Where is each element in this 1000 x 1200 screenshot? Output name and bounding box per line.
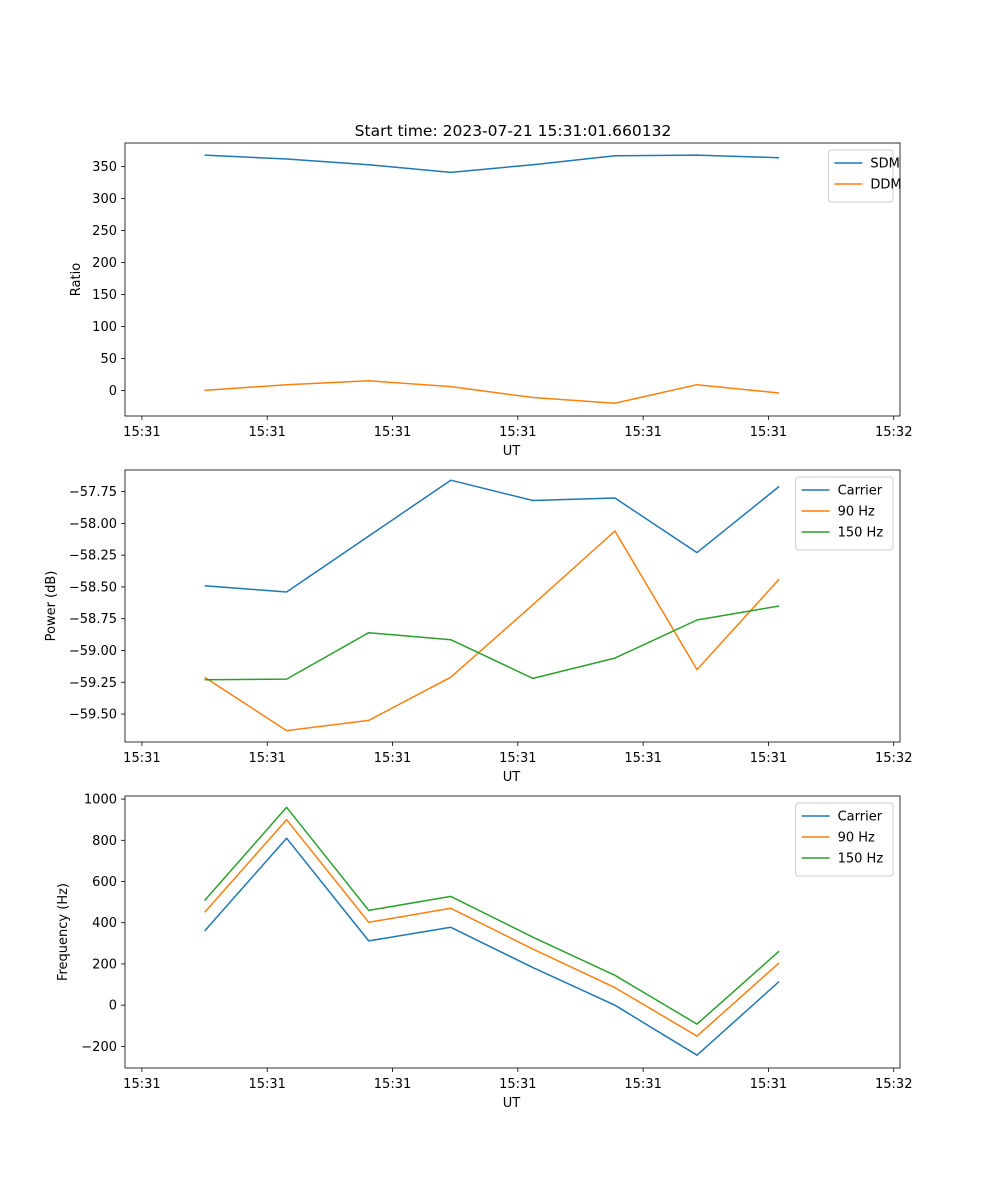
- x-tick-label: 15:31: [123, 751, 160, 766]
- x-tick-label: 15:32: [875, 425, 912, 440]
- x-tick-label: 15:31: [750, 425, 787, 440]
- x-tick-label: 15:31: [248, 425, 285, 440]
- x-tick-label: 15:31: [624, 751, 661, 766]
- x-tick-label: 15:31: [374, 751, 411, 766]
- y-axis-label-power: Power (dB): [44, 571, 59, 642]
- y-tick-label: −200: [81, 1040, 117, 1055]
- legend-label: DDM: [870, 178, 901, 193]
- x-tick-label: 15:31: [499, 425, 536, 440]
- y-tick-label: 600: [92, 875, 117, 890]
- x-axis-label-power: UT: [503, 770, 521, 785]
- y-tick-label: −58.75: [69, 612, 117, 627]
- y-tick-label: 50: [100, 352, 117, 367]
- y-tick-label: 200: [92, 957, 117, 972]
- y-tick-label: −58.00: [69, 517, 117, 532]
- x-tick-label: 15:31: [750, 1077, 787, 1092]
- y-tick-label: 300: [92, 192, 117, 207]
- x-tick-label: 15:32: [875, 751, 912, 766]
- y-tick-label: −59.50: [69, 708, 117, 723]
- y-tick-label: −59.00: [69, 644, 117, 659]
- x-tick-label: 15:32: [875, 1077, 912, 1092]
- x-tick-label: 15:31: [123, 1077, 160, 1092]
- y-tick-label: −58.25: [69, 549, 117, 564]
- plot-frame-frequency: [124, 795, 901, 1069]
- chart-panel-frequency: 15:31 15:31 15:31 15:31 15:31 15:31 15:32 −200 0…: [56, 793, 912, 1111]
- x-tick-label: 15:31: [624, 1077, 661, 1092]
- figure-title: Start time: 2023-07-21 15:31:01.660132: [355, 122, 672, 140]
- y-tick-label: 200: [92, 256, 117, 271]
- chart-panel-ratio: 15:31 15:31 15:31 15:31 15:31 15:31 15:32 0 50 10…: [69, 142, 912, 459]
- x-axis-label-frequency: UT: [503, 1096, 521, 1111]
- legend-label: Carrier: [838, 484, 883, 499]
- x-tick-label: 15:31: [499, 751, 536, 766]
- y-tick-label: −59.25: [69, 676, 117, 691]
- y-tick-label: −57.75: [69, 485, 117, 500]
- legend-power: Carrier 90 Hz 150 Hz: [795, 476, 894, 551]
- plot-frame-power: [124, 469, 901, 743]
- plot-frame-ratio: [124, 142, 901, 417]
- x-tick-label: 15:31: [750, 751, 787, 766]
- legend-label: 150 Hz: [838, 526, 884, 541]
- series-line-power-carrier: [204, 479, 780, 593]
- panels: 15:31 15:31 15:31 15:31 15:31 15:31 15:32 0 50 10…: [44, 142, 912, 1111]
- series-line-frequency-90-hz: [204, 818, 780, 1037]
- y-tick-label: 1000: [84, 793, 117, 808]
- legend-frequency: Carrier 90 Hz 150 Hz: [795, 802, 894, 877]
- x-axis-label-ratio: UT: [503, 444, 521, 459]
- x-tick-label: 15:31: [499, 1077, 536, 1092]
- x-tick-label: 15:31: [248, 751, 285, 766]
- y-tick-label: 800: [92, 834, 117, 849]
- y-tick-label: 350: [92, 160, 117, 175]
- x-tick-label: 15:31: [374, 425, 411, 440]
- legend-label: SDM: [870, 157, 899, 172]
- x-tick-label: 15:31: [123, 425, 160, 440]
- series-line-power-90-hz: [204, 530, 780, 732]
- y-tick-label: −58.50: [69, 580, 117, 595]
- series-line-ratio-sdm: [204, 154, 780, 174]
- x-tick-label: 15:31: [624, 425, 661, 440]
- y-tick-label: 0: [109, 999, 117, 1014]
- x-tick-label: 15:31: [374, 1077, 411, 1092]
- chart-panel-power: 15:31 15:31 15:31 15:31 15:31 15:31 15:32 −59.5…: [44, 469, 912, 785]
- legend-ratio: SDM DDM: [827, 149, 902, 203]
- series-line-frequency-carrier: [204, 837, 780, 1056]
- y-tick-label: 100: [92, 320, 117, 335]
- y-tick-label: 150: [92, 288, 117, 303]
- y-tick-label: 0: [109, 384, 117, 399]
- y-tick-label: 400: [92, 916, 117, 931]
- x-tick-label: 15:31: [248, 1077, 285, 1092]
- legend-label: 90 Hz: [838, 505, 875, 520]
- y-axis-label-ratio: Ratio: [69, 263, 84, 296]
- legend-label: Carrier: [838, 810, 883, 825]
- series-line-power-150-hz: [204, 605, 780, 681]
- y-axis-label-frequency: Frequency (Hz): [56, 883, 71, 981]
- legend-label: 90 Hz: [838, 831, 875, 846]
- y-tick-label: 250: [92, 224, 117, 239]
- series-line-frequency-150-hz: [204, 806, 780, 1025]
- series-line-ratio-ddm: [204, 380, 780, 404]
- legend-label: 150 Hz: [838, 852, 884, 867]
